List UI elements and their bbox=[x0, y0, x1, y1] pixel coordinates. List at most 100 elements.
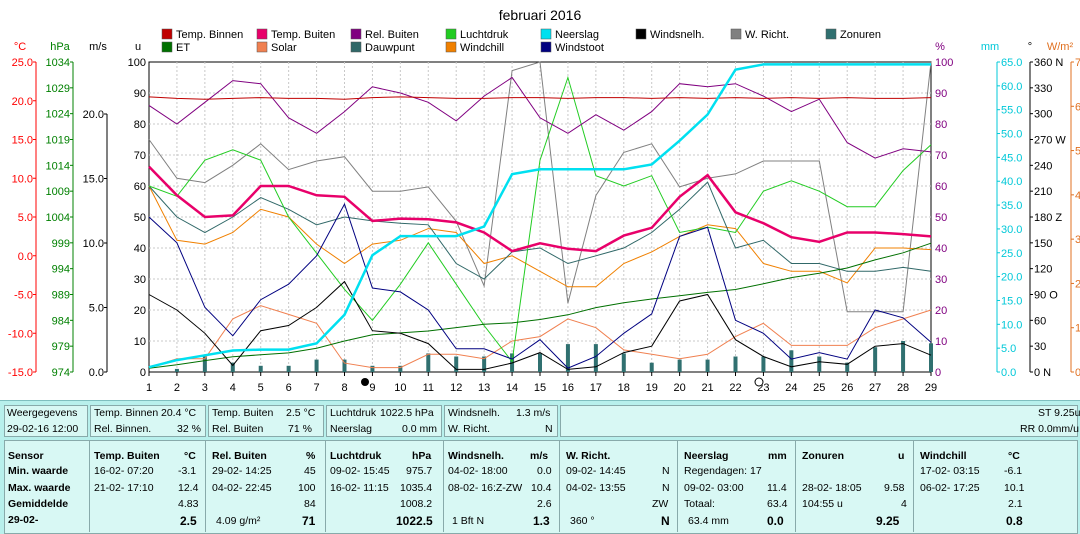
current-label: Weergegevens bbox=[7, 407, 78, 419]
sun-bar bbox=[565, 344, 570, 372]
axis-tick-label: 240 bbox=[1034, 160, 1052, 172]
statistics-table: Sensor Min. waarde Max. waarde Gemiddeld… bbox=[0, 438, 1080, 534]
row-sensor: Sensor bbox=[8, 450, 44, 462]
series-line-windstoot bbox=[148, 202, 932, 369]
legend-swatch bbox=[445, 28, 457, 40]
neer-total-label: Totaal: bbox=[684, 498, 715, 510]
axis-tick-label: 0.0 bbox=[18, 251, 33, 263]
axis-tick-label: 60 bbox=[134, 181, 146, 193]
wind-min-time: 04-02- 18:00 bbox=[448, 465, 508, 477]
neer-extra: 63.4 mm bbox=[688, 515, 729, 527]
x-tick-label: 29 bbox=[925, 382, 937, 394]
richt-max-time: 04-02- 13:55 bbox=[566, 482, 626, 494]
temp-buiten-value: 2.5 °C bbox=[286, 407, 316, 419]
axis-tick-label: 700 bbox=[1075, 57, 1080, 69]
current-datetime: 29-02-16 12:00 bbox=[7, 423, 79, 435]
legend-swatch bbox=[730, 28, 742, 40]
rel-header: Rel. Buiten bbox=[212, 450, 267, 462]
moon-full-icon bbox=[754, 377, 764, 387]
druk-header: Luchtdruk bbox=[330, 450, 382, 462]
moon-new-icon bbox=[361, 378, 369, 386]
neer-max-time: 09-02- 03:00 bbox=[684, 482, 744, 494]
temp-today: 2.5 bbox=[180, 514, 197, 528]
st-value: ST 9.25u bbox=[1038, 407, 1080, 419]
zon-avg: 4 bbox=[901, 498, 907, 510]
x-tick-label: 11 bbox=[423, 382, 434, 394]
series-line-solar bbox=[148, 305, 932, 369]
series-line-temp-binnen bbox=[148, 96, 932, 100]
series-line-temp-buiten bbox=[148, 165, 932, 253]
richt-avg: ZW bbox=[652, 498, 669, 510]
sun-bar bbox=[482, 356, 487, 372]
axis-tick-label: 180 Z bbox=[1034, 212, 1062, 224]
col-sep bbox=[325, 440, 326, 532]
axis-tick-label: -5.0 bbox=[14, 290, 33, 302]
legend-label: Windchill bbox=[460, 42, 504, 54]
zon-max-time: 28-02- 18:05 bbox=[802, 482, 862, 494]
axis-tick-label: 30 bbox=[935, 274, 947, 286]
axis-tick-label: 1034 bbox=[46, 57, 70, 69]
rel-today: 71 bbox=[302, 514, 316, 528]
axis-tick-label: 100 bbox=[935, 57, 953, 69]
neerslag-label: Neerslag bbox=[330, 423, 373, 435]
axis-tick-label: 20 bbox=[134, 305, 146, 317]
axis-tick-label: 5.0 bbox=[1001, 343, 1016, 355]
druk-today: 1022.5 bbox=[396, 514, 433, 528]
axis-tick-label: 70 bbox=[935, 150, 947, 162]
axis-tick-label: 10.0 bbox=[12, 173, 33, 185]
neer-regendagen: Regendagen: 17 bbox=[684, 465, 762, 477]
x-tick-label: 25 bbox=[813, 382, 825, 394]
current-box-wind bbox=[444, 405, 558, 437]
axis-tick-label: 0.0 bbox=[89, 367, 104, 379]
sun-bars bbox=[174, 341, 933, 372]
temp-min-value: -3.1 bbox=[178, 465, 197, 477]
wind-extra: 1 Bft N bbox=[452, 515, 485, 527]
neer-today: 0.0 bbox=[767, 514, 784, 528]
chill-header: Windchill bbox=[920, 450, 967, 462]
x-tick-label: 27 bbox=[869, 382, 881, 394]
axis-tick-label: 330 bbox=[1034, 83, 1052, 95]
chill-avg: 2.1 bbox=[1008, 498, 1023, 510]
axis-tick-label: 45.0 bbox=[1001, 152, 1022, 164]
axis-tick-label: 30.0 bbox=[1001, 224, 1022, 236]
legend-label: Luchtdruk bbox=[460, 29, 509, 41]
axis-tick-label: 0 bbox=[140, 367, 146, 379]
legend-swatch bbox=[540, 41, 552, 53]
sun-bar bbox=[230, 362, 235, 372]
luchtdruk-label: Luchtdruk bbox=[330, 407, 377, 419]
rr-value: RR 0.0mm/u bbox=[1020, 423, 1079, 435]
axis-tick-label: 0 N bbox=[1034, 367, 1051, 379]
axis-tick-label: 120 bbox=[1034, 264, 1052, 276]
axis-tick-label: 90 bbox=[935, 88, 947, 100]
neer-header: Neerslag bbox=[684, 450, 729, 462]
sun-bar bbox=[454, 356, 459, 372]
x-tick-label: 22 bbox=[729, 382, 741, 394]
x-tick-label: 14 bbox=[506, 382, 518, 394]
axis-tick-label: 10.0 bbox=[83, 238, 104, 250]
x-tick-label: 1 bbox=[146, 382, 152, 394]
chill-min-time: 17-02- 03:15 bbox=[920, 465, 980, 477]
chill-today: 0.8 bbox=[1006, 514, 1023, 528]
richt-min-time: 09-02- 14:45 bbox=[566, 465, 626, 477]
axis-tick-label: 300 bbox=[1075, 234, 1080, 246]
axis-tick-label: 90 bbox=[134, 88, 146, 100]
x-tick-label: 28 bbox=[897, 382, 909, 394]
legend-label: Dauwpunt bbox=[365, 42, 415, 54]
axis-tick-label: 35.0 bbox=[1001, 200, 1022, 212]
axis-tick-label: 400 bbox=[1075, 190, 1080, 202]
legend-swatch bbox=[445, 41, 457, 53]
druk-min-value: 975.7 bbox=[406, 465, 433, 477]
x-tick-label: 26 bbox=[841, 382, 853, 394]
x-tick-label: 17 bbox=[590, 382, 602, 394]
axis-tick-label: 80 bbox=[935, 119, 947, 131]
x-tick-label: 4 bbox=[230, 382, 236, 394]
sun-bar bbox=[817, 356, 822, 372]
zon-header: Zonuren bbox=[802, 450, 844, 462]
axis-tick-label: 500 bbox=[1075, 146, 1080, 158]
temp-binnen-label: Temp. Binnen bbox=[94, 407, 159, 419]
axis-tick-label: 15.0 bbox=[1001, 295, 1022, 307]
sun-bar bbox=[649, 362, 654, 372]
legend-label: Temp. Binnen bbox=[176, 29, 243, 41]
sun-bar bbox=[789, 350, 794, 372]
sun-bar bbox=[174, 368, 179, 372]
